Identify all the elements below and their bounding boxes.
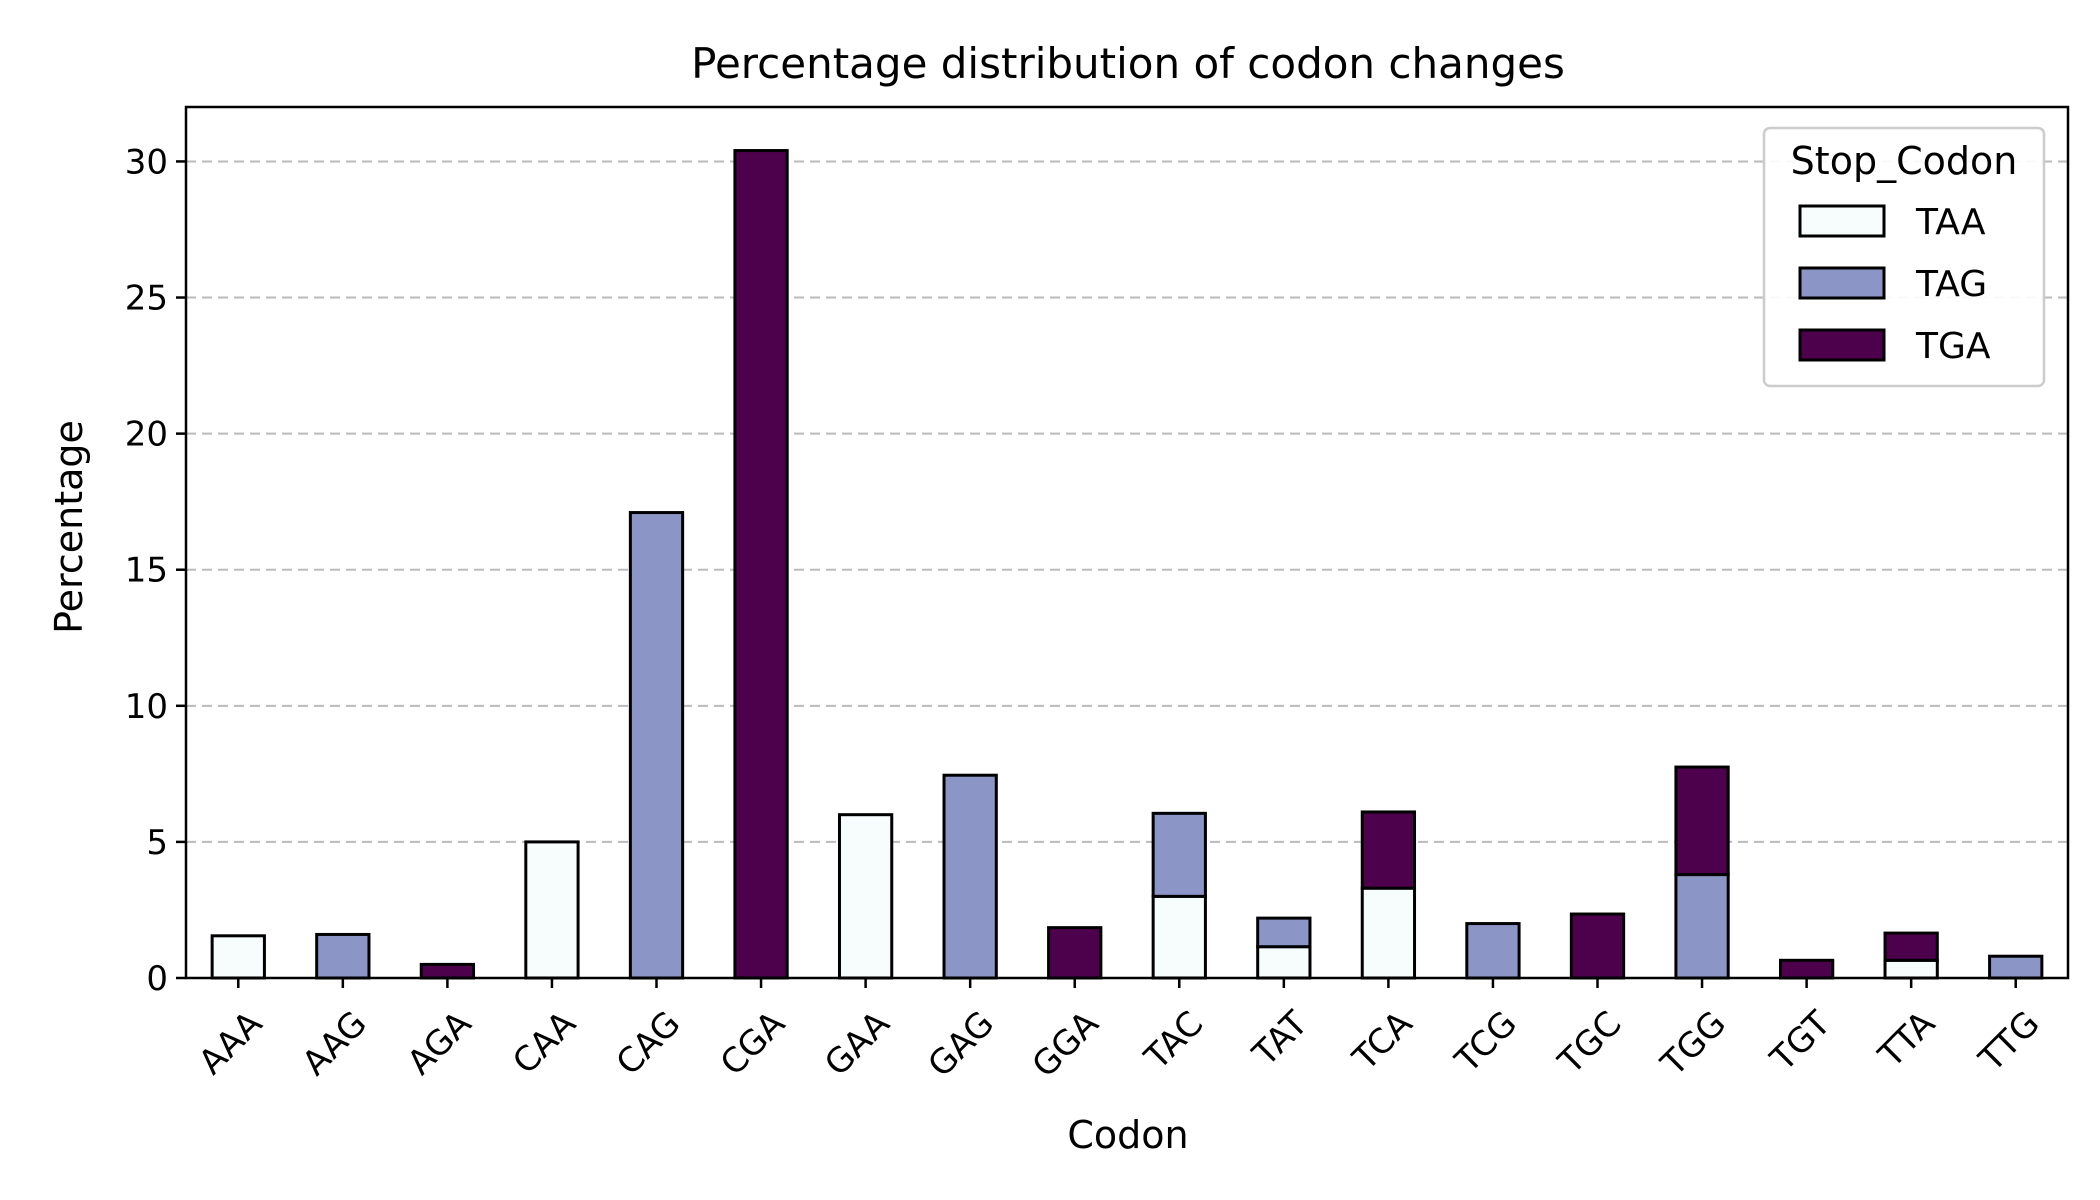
bar-TGT-TGA bbox=[1778, 958, 1835, 980]
bar-TTG-TAG bbox=[1988, 954, 2044, 980]
x-tick-label: TAT bbox=[1245, 1003, 1316, 1074]
y-tick-label: 0 bbox=[146, 959, 168, 999]
legend-swatch-TAA bbox=[1798, 204, 1886, 238]
chart-title: Percentage distribution of codon changes bbox=[691, 39, 1565, 88]
bars bbox=[210, 149, 2044, 980]
bar-TGG-TGA bbox=[1674, 765, 1730, 877]
y-tick-label: 5 bbox=[146, 823, 168, 863]
x-tick-label: GAG bbox=[920, 1004, 1002, 1086]
legend-swatch-TAG bbox=[1798, 266, 1886, 300]
x-tick-label: TAC bbox=[1137, 1004, 1212, 1079]
bar-TTA-TGA bbox=[1883, 931, 1939, 962]
bar-TGG-TAG bbox=[1674, 873, 1730, 980]
x-tick-label: TGT bbox=[1762, 1003, 1838, 1079]
legend-swatch-TGA bbox=[1798, 328, 1886, 362]
bar-GAG-TAG bbox=[942, 773, 998, 980]
x-axis-ticks: AAA AAG AGA CAA CAG CGA GAA GAG GGA TAC TAT TCA TCG T… bbox=[191, 978, 2048, 1086]
bar-GAA-TAA bbox=[837, 813, 894, 980]
bar-AGA-TGA bbox=[419, 962, 476, 980]
y-tick-label: 25 bbox=[125, 279, 168, 319]
bar-CAA-TAA bbox=[524, 840, 580, 980]
x-tick-label: TGG bbox=[1653, 1004, 1734, 1085]
bar-TAC-TAA bbox=[1151, 894, 1207, 980]
legend-box bbox=[1762, 126, 2046, 388]
bar-TTA-TAA bbox=[1883, 958, 1939, 980]
legend-label-TAA: TAA bbox=[1915, 202, 1986, 243]
y-axis-label: Percentage bbox=[47, 420, 91, 634]
y-tick-label: 20 bbox=[125, 415, 168, 455]
x-tick-label: GAA bbox=[817, 1004, 897, 1084]
legend-label-TAG: TAG bbox=[1915, 264, 1987, 305]
y-tick-label: 15 bbox=[125, 551, 168, 591]
x-tick-label: CAG bbox=[609, 1004, 689, 1084]
bar-AAA-TAA bbox=[210, 934, 266, 980]
x-tick-label: GGA bbox=[1025, 1004, 1107, 1086]
y-tick-label: 10 bbox=[125, 687, 168, 727]
x-tick-label: CAA bbox=[505, 1004, 584, 1083]
x-tick-label: TCA bbox=[1345, 1004, 1421, 1080]
bar-CGA-TGA bbox=[733, 149, 789, 980]
grid-lines bbox=[186, 160, 2068, 843]
plot-frame bbox=[184, 105, 2070, 980]
x-axis-label: Codon bbox=[1067, 1113, 1188, 1157]
y-axis-ticks: 0 5 10 15 20 25 30 bbox=[125, 142, 186, 999]
bar-TGC-TGA bbox=[1569, 912, 1626, 980]
x-tick-label: AGA bbox=[400, 1004, 479, 1083]
bar-TAT-TAG bbox=[1256, 916, 1312, 949]
bar-GGA-TGA bbox=[1047, 926, 1103, 980]
x-tick-label: CGA bbox=[713, 1004, 793, 1084]
x-tick-label: TTG bbox=[1971, 1004, 2048, 1081]
bar-TCA-TAA bbox=[1360, 886, 1417, 980]
x-tick-label: TGC bbox=[1550, 1004, 1629, 1083]
legend-label-TGA: TGA bbox=[1915, 326, 1991, 367]
bar-AAG-TAG bbox=[315, 932, 371, 980]
bar-CAG-TAG bbox=[628, 511, 685, 980]
y-tick-label: 30 bbox=[125, 142, 168, 182]
legend: Stop_Codon TAA TAG TGA bbox=[1762, 126, 2046, 388]
bar-TAC-TAG bbox=[1151, 811, 1207, 898]
legend-title: Stop_Codon bbox=[1791, 139, 2018, 183]
x-tick-label: TCG bbox=[1447, 1004, 1525, 1082]
x-tick-label: AAA bbox=[191, 1004, 270, 1083]
bar-TCA-TGA bbox=[1360, 810, 1417, 890]
bar-TAT-TAA bbox=[1256, 945, 1312, 980]
x-tick-label: AAG bbox=[295, 1004, 375, 1084]
bar-TCG-TAG bbox=[1465, 922, 1521, 980]
x-tick-label: TTA bbox=[1871, 1004, 1944, 1077]
legend-items: TAA TAG TGA bbox=[1798, 202, 1991, 367]
